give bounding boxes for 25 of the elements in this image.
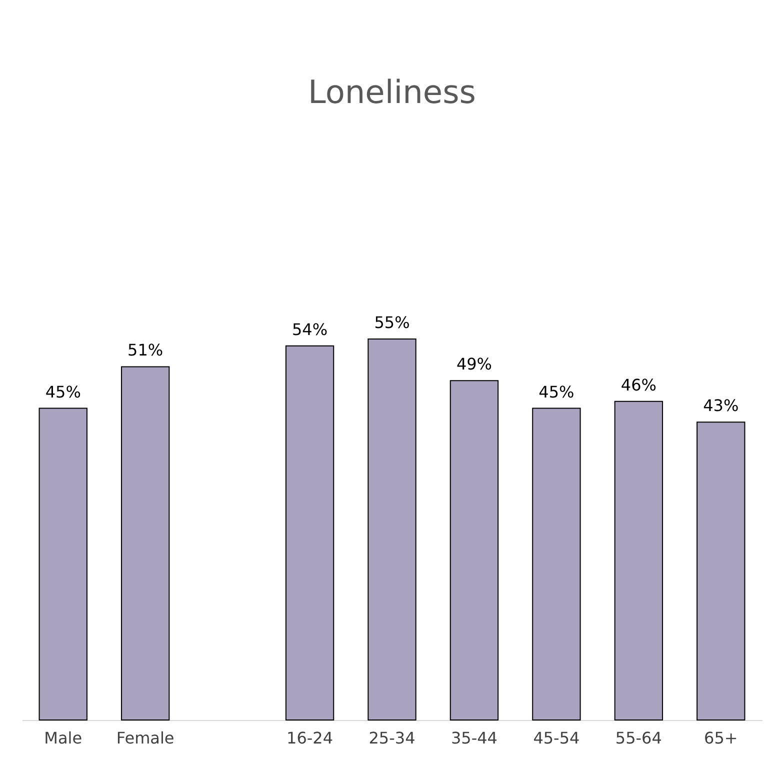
data-label: 54% — [292, 320, 328, 339]
bar — [38, 408, 88, 720]
x-tick-label: 16-24 — [286, 728, 334, 748]
x-tick-label: Female — [116, 728, 174, 748]
data-label: 43% — [703, 396, 739, 416]
x-tick-label: 65+ — [704, 728, 738, 748]
bar — [285, 345, 334, 720]
data-label: 45% — [538, 382, 574, 402]
data-label: 55% — [374, 313, 410, 332]
data-label: 45% — [45, 382, 81, 402]
x-tick-label: 35-44 — [450, 728, 498, 748]
x-tick-label: 45-54 — [533, 728, 580, 748]
bar — [696, 422, 746, 720]
data-label: 51% — [128, 340, 164, 360]
bar — [120, 366, 170, 720]
data-label: 46% — [620, 375, 656, 394]
bar — [614, 400, 664, 720]
data-label: 49% — [456, 354, 492, 374]
bar — [450, 380, 499, 720]
x-tick-label: Male — [44, 728, 82, 748]
bar — [532, 408, 581, 720]
chart-title: Loneliness — [308, 73, 476, 111]
x-tick-label: 25-34 — [368, 728, 416, 748]
x-tick-label: 55-64 — [615, 728, 662, 748]
bar — [368, 338, 416, 720]
